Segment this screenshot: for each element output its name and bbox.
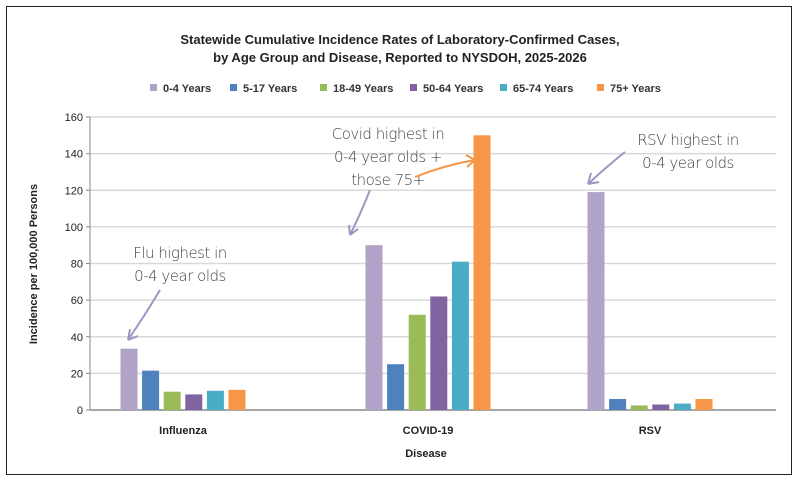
- y-tick-label: 120: [65, 185, 83, 197]
- legend-label: 5-17 Years: [243, 83, 297, 95]
- legend-swatch: [410, 84, 417, 91]
- bar-influenza-75-years: [228, 389, 246, 410]
- covid-annotation-arrow-old: [414, 154, 476, 178]
- annotation-text: 0-4 year olds: [642, 154, 734, 172]
- annotation-text: those 75+: [351, 171, 425, 189]
- y-tick-label: 160: [65, 112, 83, 124]
- y-tick-label: 100: [65, 222, 83, 234]
- flu-annotation-arrow: [127, 289, 161, 341]
- legend-swatch: [500, 84, 507, 91]
- y-tick-label: 40: [71, 332, 83, 344]
- annotation-text: RSV highest in: [637, 131, 739, 149]
- bar-influenza-5-17-years: [142, 370, 160, 410]
- bar-covid-19-0-4-years: [365, 245, 383, 410]
- bar-influenza-0-4-years: [120, 348, 138, 410]
- bar-influenza-18-49-years: [163, 391, 181, 410]
- bar-covid-19-50-64-years: [430, 296, 448, 410]
- bar-covid-19-5-17-years: [387, 364, 405, 410]
- x-tick-label: Influenza: [159, 425, 208, 437]
- chart-title-line-2: by Age Group and Disease, Reported to NY…: [213, 50, 587, 65]
- y-axis-label: Incidence per 100,000 Persons: [28, 184, 40, 344]
- legend-label: 18-49 Years: [333, 83, 393, 95]
- y-tick-label: 80: [71, 259, 83, 271]
- bar-influenza-65-74-years: [206, 390, 224, 410]
- bar-influenza-50-64-years: [185, 394, 203, 410]
- annotation-text: Flu highest in: [133, 244, 227, 262]
- x-axis-labels: Influenza COVID-19 RSV: [159, 425, 662, 437]
- y-tick-label: 140: [65, 149, 83, 161]
- bar-rsv-75-years: [695, 399, 713, 410]
- legend-label: 0-4 Years: [163, 83, 211, 95]
- chart-frame: [6, 6, 792, 475]
- y-tick-label: 60: [71, 295, 83, 307]
- bar-rsv-65-74-years: [673, 403, 691, 410]
- x-axis-label: Disease: [405, 448, 447, 460]
- rsv-annotation-arrow: [587, 151, 626, 185]
- legend-swatch: [230, 84, 237, 91]
- x-tick-label: RSV: [639, 425, 662, 437]
- legend-swatch: [320, 84, 327, 91]
- bar-rsv-50-64-years: [652, 404, 670, 410]
- y-tick-label: 0: [77, 405, 83, 417]
- legend-swatch: [150, 84, 157, 91]
- legend-label: 65-74 Years: [513, 83, 573, 95]
- y-axis-ticks: 0 20 40 60 80 100 120 140 160: [65, 112, 90, 417]
- annotations: Flu highest in 0-4 year olds Covid highest…: [133, 125, 739, 285]
- bar-covid-19-75-years: [473, 135, 491, 410]
- bar-rsv-5-17-years: [609, 399, 627, 410]
- bar-covid-19-18-49-years: [408, 314, 426, 410]
- x-tick-label: COVID-19: [403, 425, 454, 437]
- annotation-text: 0-4 year olds +: [334, 148, 442, 166]
- bar-rsv-0-4-years: [587, 192, 605, 410]
- legend-label: 75+ Years: [610, 83, 661, 95]
- bars: [120, 135, 713, 410]
- legend-label: 50-64 Years: [423, 83, 483, 95]
- y-tick-label: 20: [71, 368, 83, 380]
- chart-title-line-1: Statewide Cumulative Incidence Rates of …: [180, 32, 619, 47]
- annotation-text: Covid highest in: [332, 125, 445, 143]
- legend-swatch: [597, 84, 604, 91]
- covid-annotation-arrow-young: [348, 189, 371, 236]
- legend: 0-4 Years 5-17 Years 18-49 Years 50-64 Year…: [150, 83, 661, 95]
- bar-covid-19-65-74-years: [451, 261, 469, 410]
- annotation-text: 0-4 year olds: [134, 267, 226, 285]
- bar-rsv-18-49-years: [630, 405, 648, 410]
